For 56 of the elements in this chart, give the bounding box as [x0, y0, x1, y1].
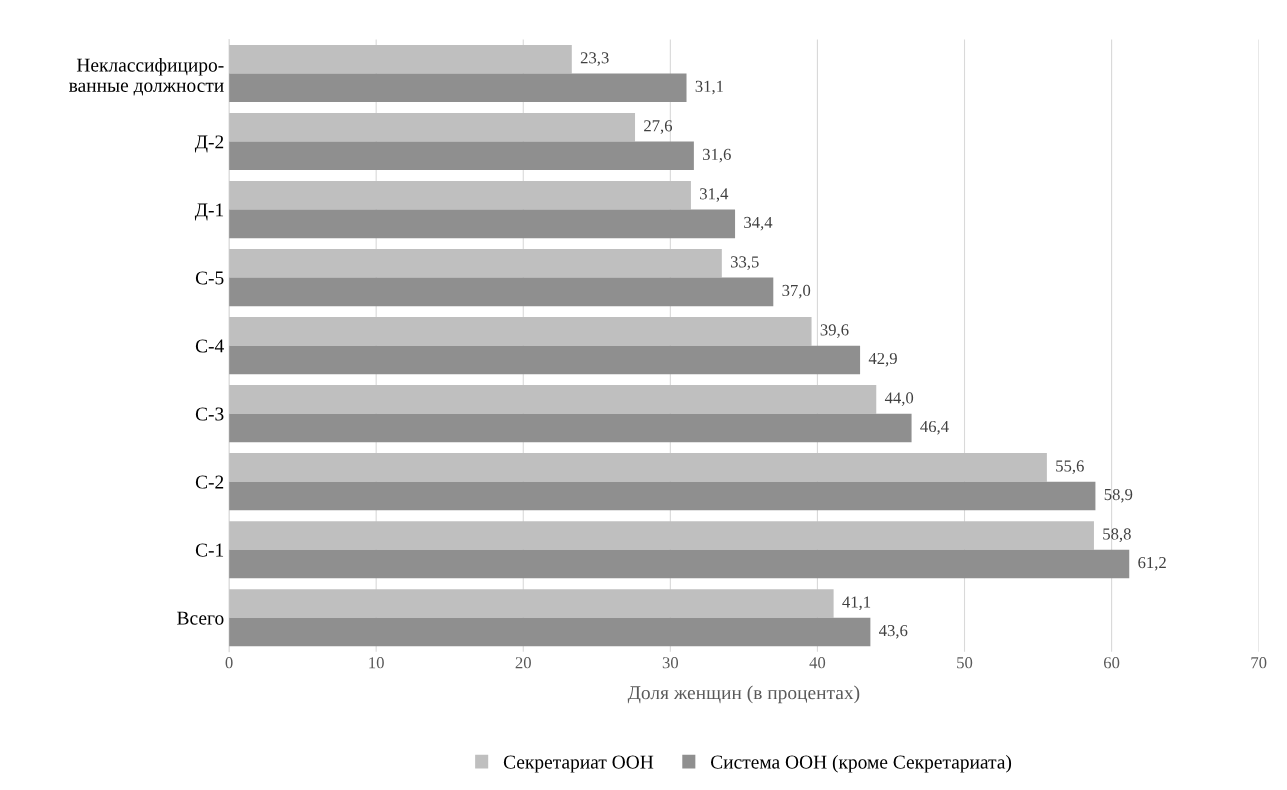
data-label: 34,4: [744, 216, 773, 231]
data-label: 31,4: [700, 188, 729, 202]
y-tick-label: С-2: [195, 475, 224, 489]
y-tick-label: Д-2: [194, 135, 224, 153]
bar: [229, 345, 861, 375]
x-tick-label: 30: [662, 657, 679, 669]
data-label: 41,1: [842, 596, 871, 611]
y-tick-label: Неклассифициро- ванные должности: [69, 57, 224, 96]
bar: [229, 521, 1094, 550]
data-label: 46,4: [920, 420, 949, 435]
x-tick-label: 20: [515, 657, 531, 669]
data-label: 23,3: [580, 52, 609, 66]
bar: [229, 317, 812, 346]
data-label: 61,2: [1138, 556, 1166, 571]
x-tick-label: 0: [225, 657, 233, 669]
bar: [229, 181, 691, 210]
data-label: 31,6: [703, 148, 731, 163]
legend-label: Система ООН (кроме Секретариата): [711, 754, 1012, 773]
data-label: 58,9: [1104, 488, 1133, 503]
data-label: 44,0: [884, 392, 914, 406]
y-tick-label: С-4: [195, 339, 224, 353]
bar: [229, 413, 912, 443]
bar: [229, 549, 1130, 579]
x-tick-label: 40: [809, 657, 826, 669]
data-label: 27,6: [644, 120, 673, 134]
bar: [229, 589, 834, 618]
bar: [229, 141, 694, 171]
x-tick-label: 10: [369, 657, 384, 669]
data-label: 37,0: [782, 284, 811, 299]
bar: [229, 44, 572, 74]
bar: [229, 73, 687, 103]
data-label: 42,9: [868, 352, 897, 367]
data-label: 58,8: [1103, 528, 1131, 542]
bar: [229, 385, 877, 414]
y-tick-label: С-5: [195, 271, 224, 285]
y-tick-label: Всего: [177, 611, 224, 625]
bar: [229, 481, 1096, 511]
bar: [229, 277, 774, 307]
data-label: 55,6: [1056, 460, 1084, 474]
bar: [229, 617, 871, 647]
x-tick-label: 60: [1103, 657, 1120, 669]
y-tick-label: С-1: [195, 543, 224, 557]
bar: [229, 209, 736, 239]
bar: [229, 249, 722, 278]
data-label: 33,5: [730, 256, 759, 270]
data-label: 39,6: [820, 324, 849, 338]
x-tick-label: 70: [1251, 657, 1267, 669]
legend-label: Секретариат ООН: [503, 755, 654, 773]
bar: [229, 453, 1047, 482]
y-tick-label: С-3: [195, 407, 224, 421]
y-tick-label: Д-1: [194, 203, 224, 221]
data-label: 43,6: [879, 624, 908, 639]
x-tick-label: 50: [957, 657, 973, 669]
bar: [229, 112, 636, 142]
x-axis-title: Доля женщин (в процентах): [627, 685, 860, 704]
data-label: 31,1: [695, 80, 724, 95]
